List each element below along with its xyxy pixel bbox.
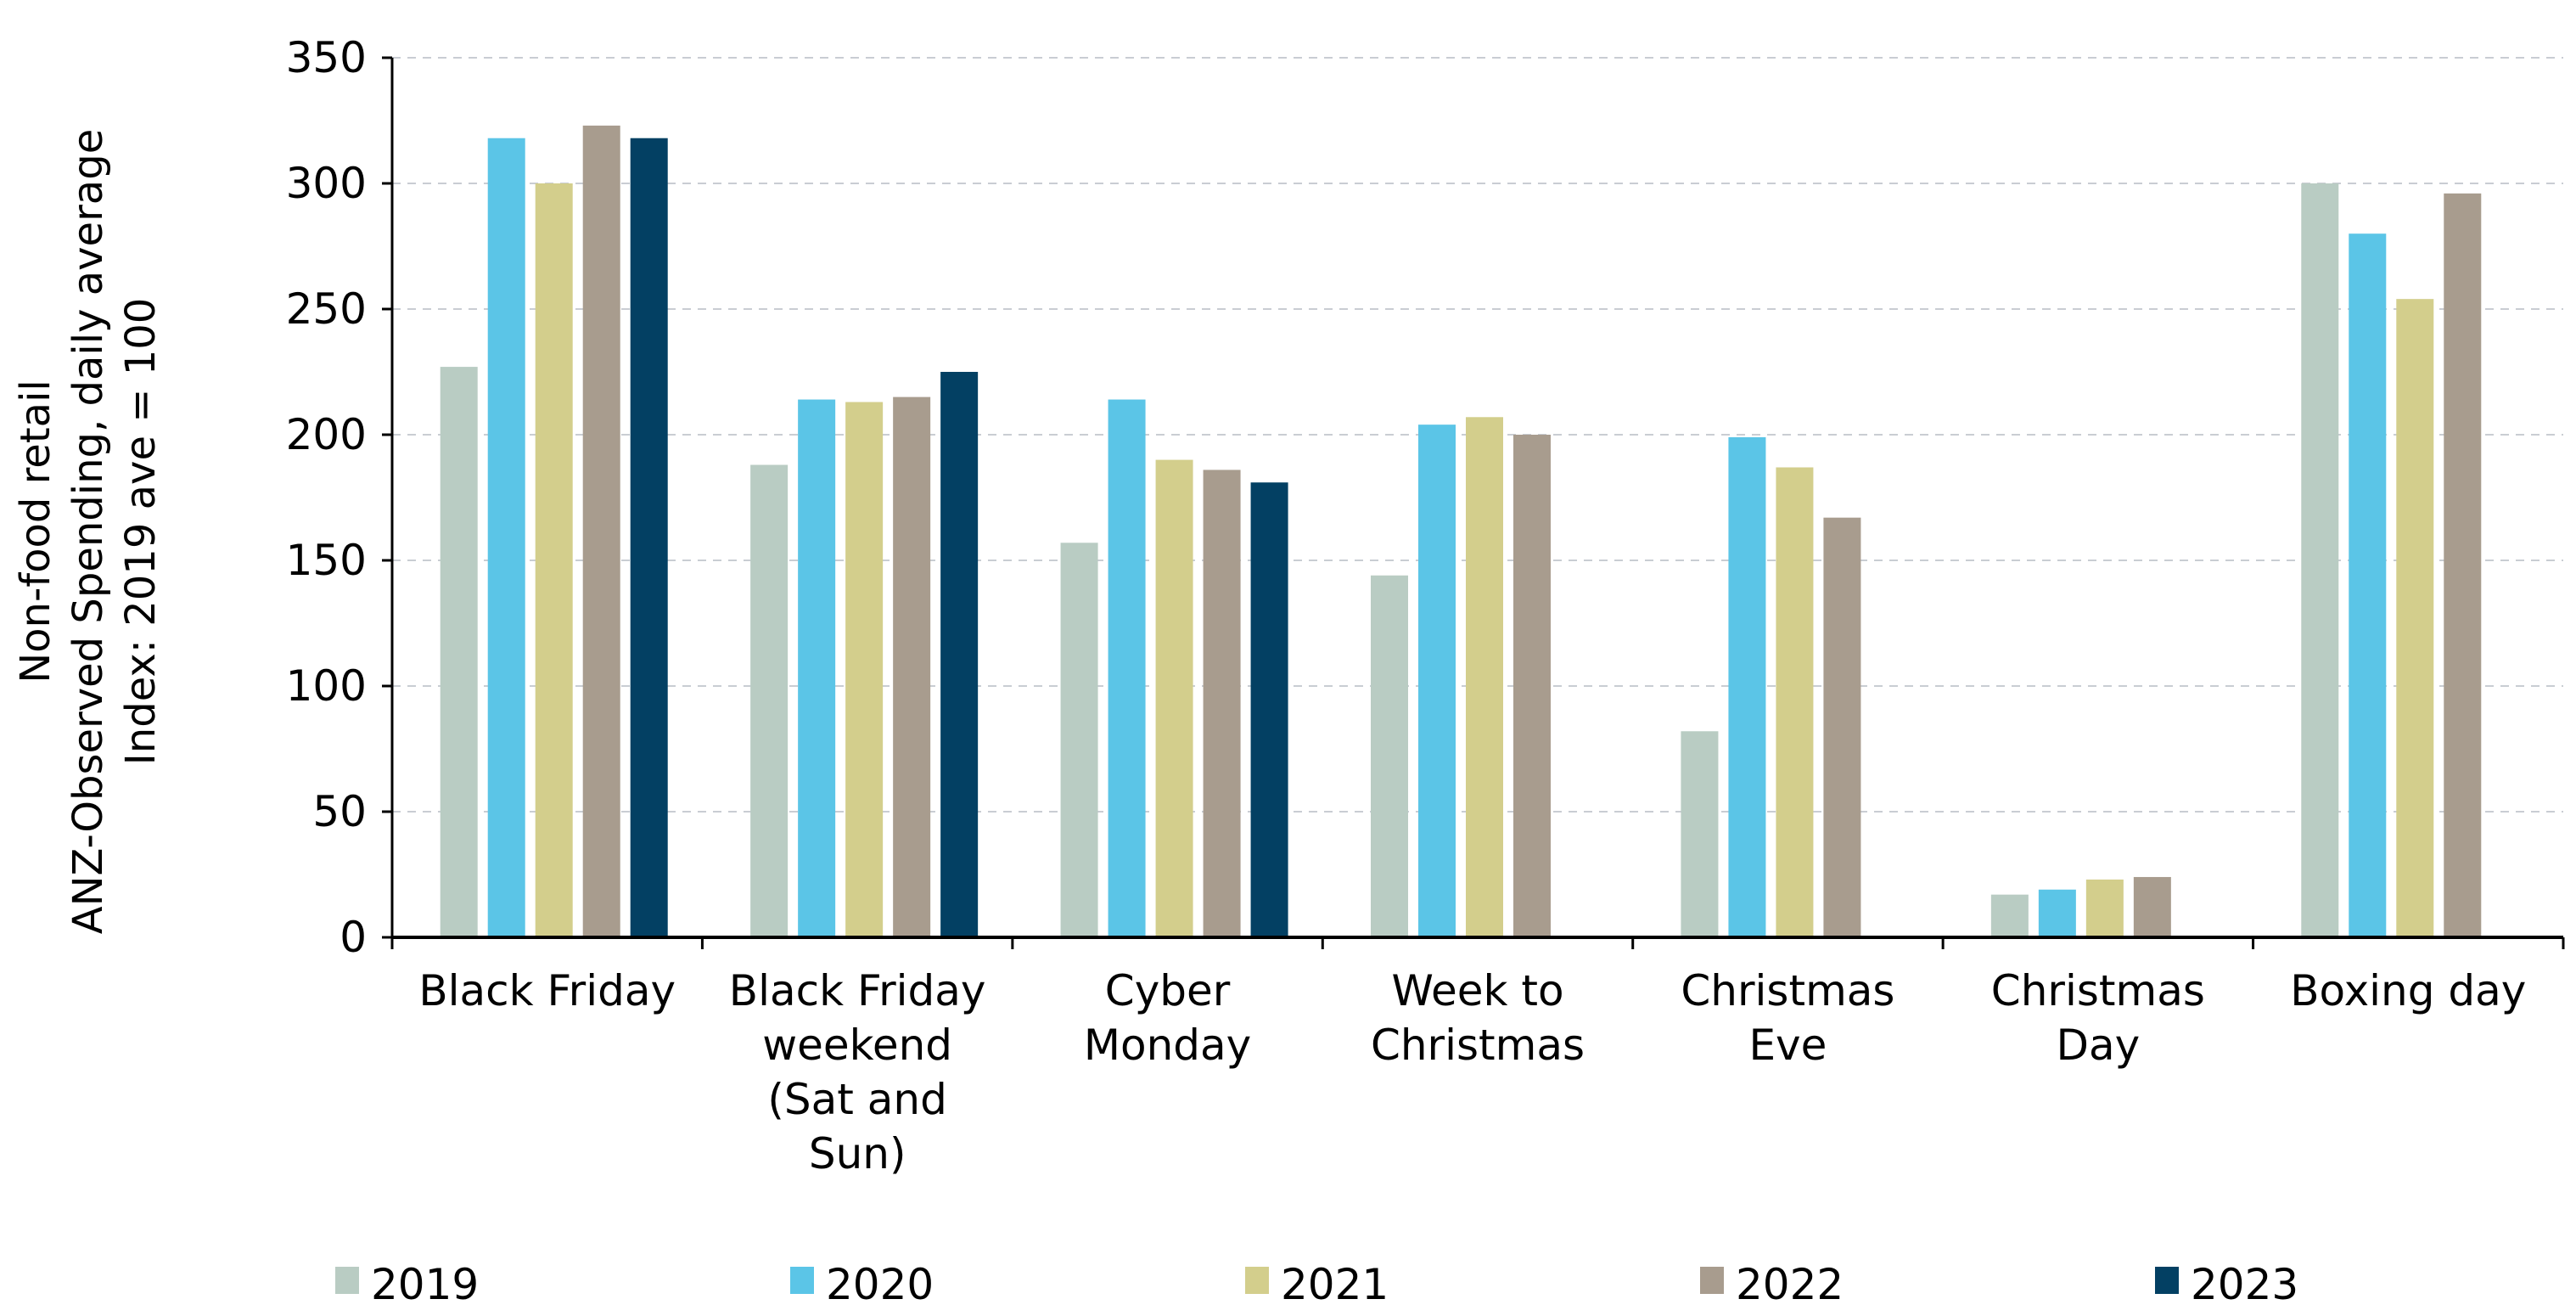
y-tick-label: 50 <box>312 787 367 836</box>
legend-label-2020: 2020 <box>826 1260 934 1309</box>
y-axis-title: Non-food retail ANZ-Observed Spending, da… <box>12 129 165 934</box>
x-category-labels: Black Friday Black Friday weekend (Sat and S… <box>418 966 2526 1178</box>
x-category-label: Black Friday <box>418 966 676 1015</box>
bar-2023-1 <box>940 372 979 937</box>
y-tick-label: 300 <box>286 159 367 208</box>
x-category-label: Christmas Eve <box>1681 966 1894 1070</box>
bar-2021-1 <box>845 402 884 937</box>
bar-2020-5 <box>2038 889 2076 937</box>
bar-2019-5 <box>1990 894 2029 937</box>
bars <box>440 125 2482 938</box>
bar-2019-3 <box>1371 575 1408 937</box>
y-axis-title-text: Non-food retail ANZ-Observed Spending, da… <box>12 129 165 934</box>
legend-swatch-2021 <box>1245 1267 1269 1294</box>
bar-2022-2 <box>1203 470 1241 937</box>
bar-2022-6 <box>2444 193 2482 938</box>
y-tick-label: 200 <box>286 410 367 459</box>
legend-label-2021: 2021 <box>1281 1260 1389 1309</box>
bar-2020-2 <box>1108 399 1146 937</box>
bar-2023-0 <box>630 138 668 938</box>
x-category-label: Cyber Monday <box>1084 966 1251 1070</box>
bar-2021-0 <box>535 183 573 937</box>
bar-2022-5 <box>2133 876 2171 937</box>
y-tick-label: 350 <box>286 33 367 82</box>
legend-swatch-2022 <box>1700 1267 1724 1294</box>
bar-2021-3 <box>1466 417 1503 937</box>
bar-2021-2 <box>1155 459 1193 937</box>
legend-swatch-2023 <box>2155 1267 2179 1294</box>
axes <box>382 56 2565 949</box>
x-category-label: Black Friday weekend (Sat and Sun) <box>729 966 986 1178</box>
y-tick-label: 250 <box>286 284 367 334</box>
legend-label-2022: 2022 <box>1736 1260 1844 1309</box>
bar-2022-1 <box>893 396 931 938</box>
bar-2021-4 <box>1776 467 1814 937</box>
legend-label-2023: 2023 <box>2191 1260 2298 1309</box>
bar-2020-4 <box>1728 436 1766 937</box>
y-tick-label: 150 <box>286 536 367 585</box>
legend: 2019 2020 2021 2022 2023 <box>335 1260 2298 1309</box>
bar-2022-3 <box>1513 435 1551 937</box>
bar-2020-0 <box>487 138 525 938</box>
x-category-label: Week to Christmas <box>1371 966 1585 1070</box>
bar-2019-0 <box>440 367 478 938</box>
y-tick-label: 0 <box>340 913 367 962</box>
bar-2022-4 <box>1823 517 1861 937</box>
x-category-label: Christmas Day <box>1991 966 2205 1070</box>
y-tick-label: 100 <box>286 661 367 711</box>
bar-2020-1 <box>798 399 836 937</box>
bar-2019-4 <box>1681 731 1719 937</box>
legend-label-2019: 2019 <box>371 1260 479 1309</box>
x-category-label: Boxing day <box>2290 966 2526 1015</box>
bar-2020-6 <box>2349 233 2387 937</box>
bar-2021-5 <box>2085 879 2124 937</box>
legend-swatch-2019 <box>335 1267 359 1294</box>
bar-2021-6 <box>2396 299 2434 937</box>
bar-2019-1 <box>750 464 789 937</box>
y-tick-labels: 0 50 100 150 200 250 300 350 <box>286 33 367 962</box>
bar-2019-2 <box>1060 543 1098 937</box>
bar-2019-6 <box>2301 183 2339 937</box>
bar-2022-0 <box>582 125 620 938</box>
legend-swatch-2020 <box>790 1267 814 1294</box>
bar-2020-3 <box>1418 425 1456 937</box>
bar-2023-2 <box>1250 482 1288 937</box>
